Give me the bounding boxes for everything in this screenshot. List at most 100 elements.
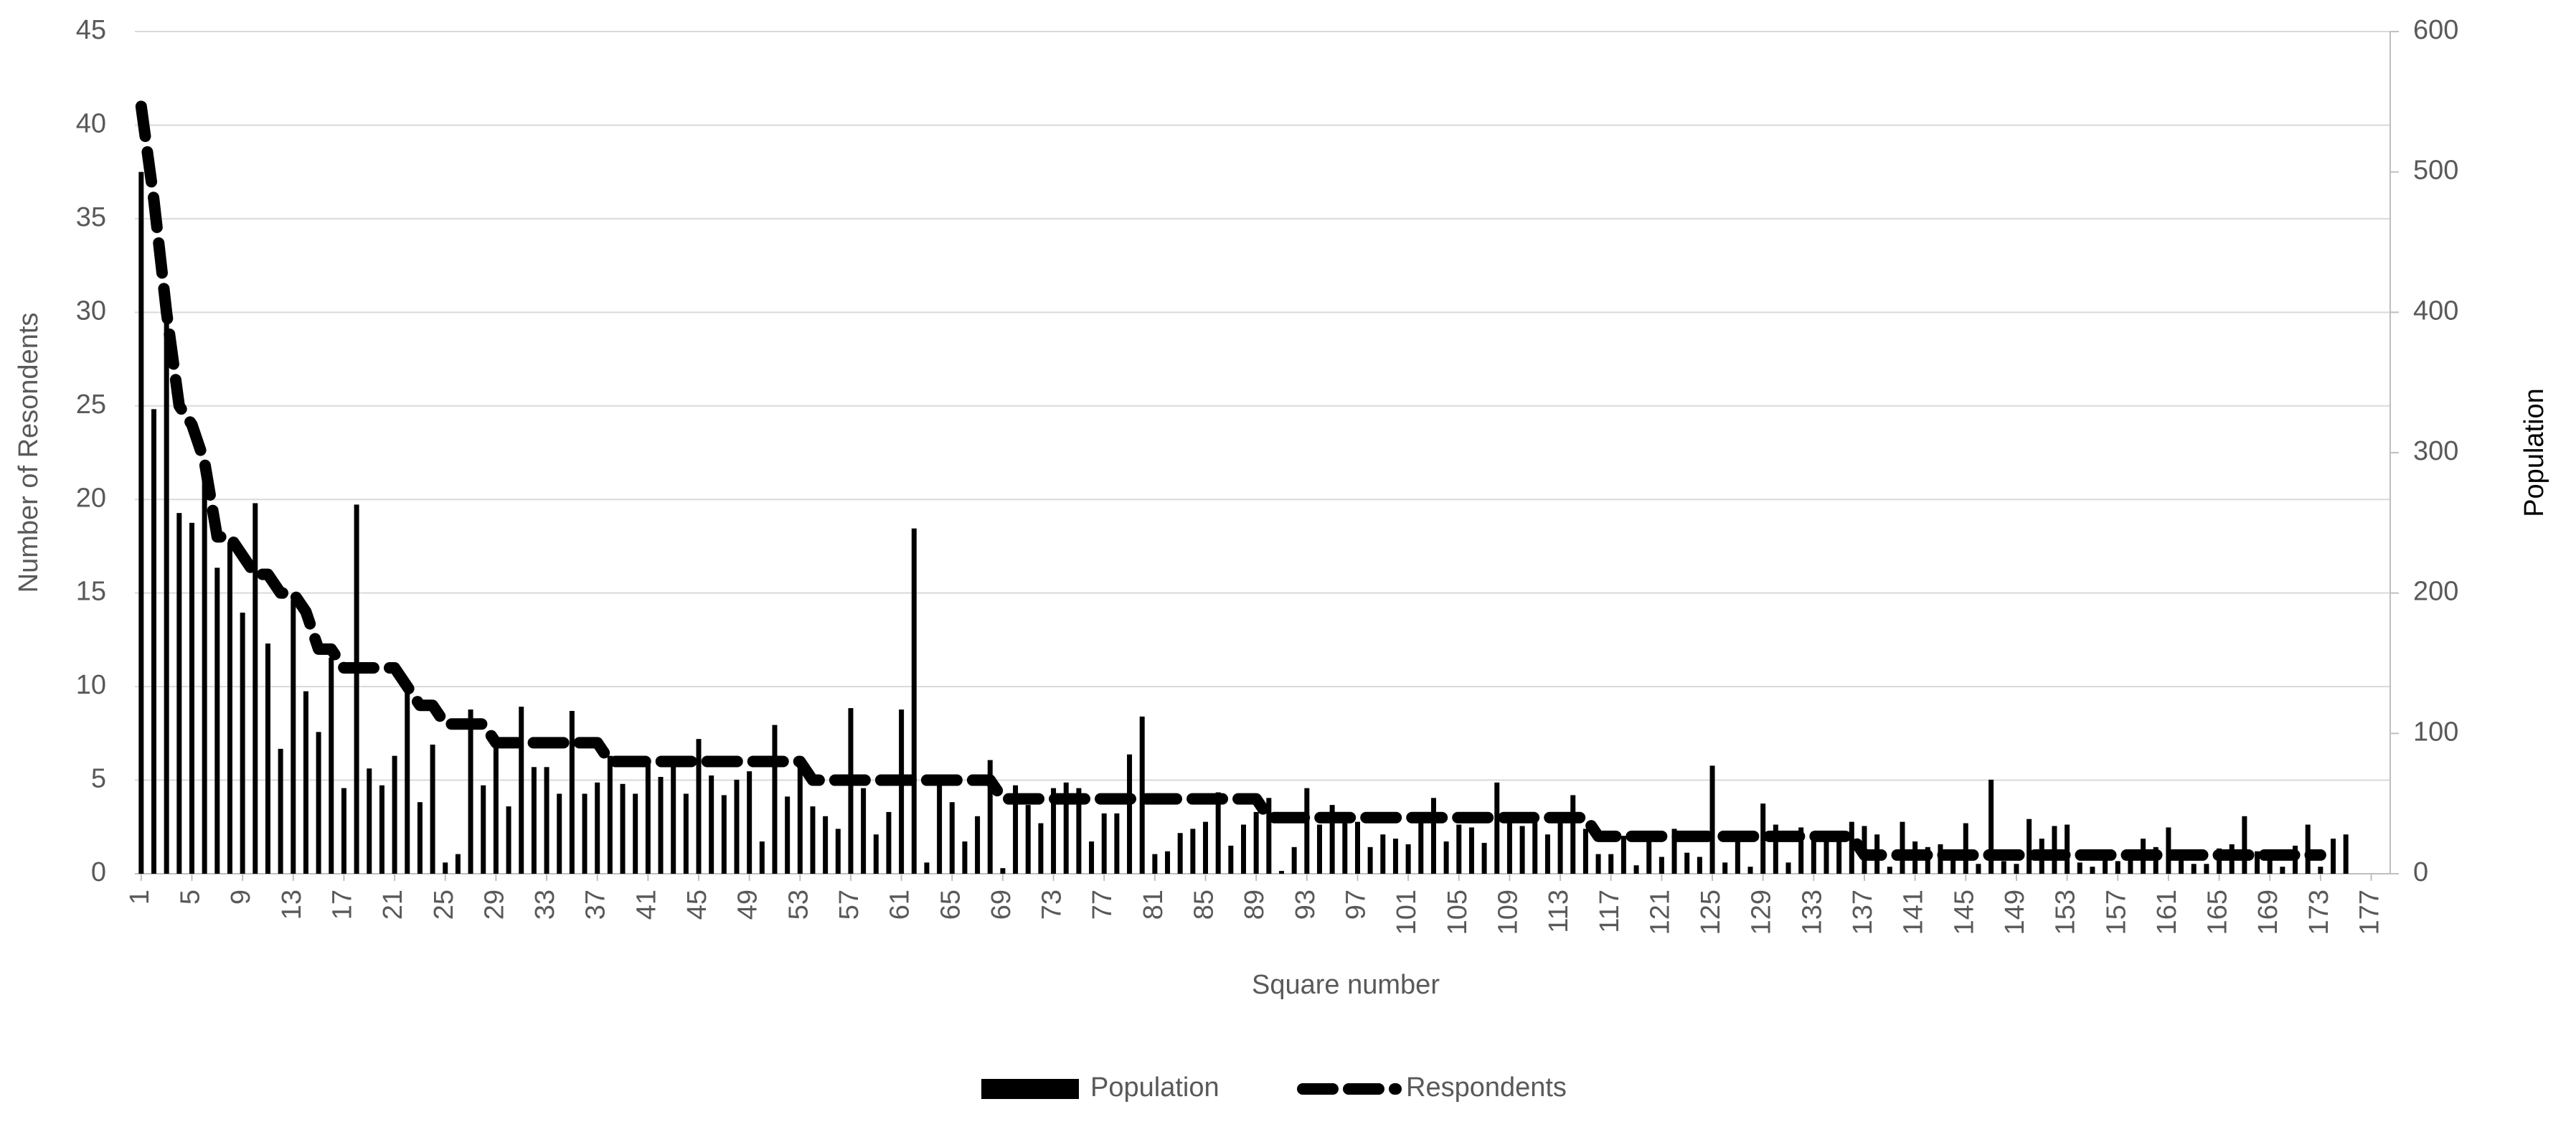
bar (1101, 813, 1107, 874)
bar (1418, 821, 1424, 874)
bar (810, 806, 816, 874)
y-tick-label: 40 (76, 108, 106, 138)
x-tick-label: 169 (2253, 890, 2283, 935)
x-tick-label: 101 (1392, 890, 1422, 935)
x-tick-label: 177 (2355, 890, 2385, 935)
bar (493, 745, 499, 874)
bar (645, 764, 651, 874)
bar (2077, 862, 2082, 874)
bar (214, 567, 220, 874)
bar (1506, 821, 1512, 874)
bar (367, 768, 372, 874)
bar (1253, 811, 1259, 874)
y-tick-label: 0 (91, 857, 106, 887)
y2-axis-title: Population (2519, 388, 2549, 517)
bar (1798, 827, 1804, 874)
bar (1544, 834, 1550, 874)
bar (202, 476, 207, 874)
x-tick-label: 61 (885, 890, 915, 920)
bar (1684, 852, 1690, 874)
bar (151, 409, 156, 874)
bar (379, 785, 384, 874)
bar (1608, 854, 1614, 874)
bar (569, 711, 575, 874)
bar (861, 788, 867, 874)
x-tick-label: 149 (2000, 890, 2030, 935)
bar (1051, 788, 1057, 874)
bar (1722, 862, 1728, 874)
bar (2242, 816, 2247, 874)
bar (227, 542, 232, 874)
x-tick-label: 133 (1797, 890, 1827, 935)
bar (1025, 805, 1031, 874)
bar (1900, 821, 1905, 874)
y2-tick-label: 200 (2413, 577, 2458, 607)
y-tick-label: 25 (76, 390, 106, 420)
bar (2191, 864, 2197, 874)
x-tick-label: 85 (1189, 890, 1219, 920)
bar (721, 795, 727, 874)
bar (1633, 865, 1639, 874)
legend-label: Respondents (1406, 1072, 1567, 1103)
bar (2027, 819, 2032, 874)
bar (734, 779, 740, 874)
bar (341, 788, 346, 874)
x-tick-label: 109 (1493, 890, 1523, 935)
bar (1976, 864, 1981, 874)
bar (303, 691, 308, 874)
bar (620, 783, 626, 874)
bar (278, 748, 283, 874)
bar (1165, 851, 1171, 874)
bar (987, 760, 993, 874)
legend-swatch (981, 1079, 1079, 1099)
bar (873, 834, 879, 874)
bar (1291, 846, 1297, 874)
bar (1557, 817, 1563, 874)
bar (785, 796, 791, 874)
y-tick-label: 20 (76, 483, 106, 513)
x-tick-label: 69 (986, 890, 1016, 920)
bar (316, 732, 321, 874)
bar (164, 295, 169, 874)
bar (1582, 829, 1588, 874)
bar (1595, 854, 1601, 874)
bar (582, 793, 588, 874)
x-tick-label: 77 (1088, 890, 1118, 920)
bar (468, 709, 473, 874)
y-tick-label: 10 (76, 670, 106, 700)
bar (1950, 854, 1956, 874)
y2-tick-label: 300 (2413, 436, 2458, 466)
bar (1329, 805, 1335, 874)
x-tick-label: 105 (1443, 890, 1473, 935)
bar (975, 816, 981, 874)
bar (683, 793, 689, 874)
bar (1063, 782, 1069, 874)
bar (253, 503, 258, 874)
bar (1342, 817, 1348, 874)
bar (1443, 841, 1449, 874)
bar (1494, 782, 1500, 874)
bar (1152, 854, 1158, 874)
x-axis-title: Square number (1252, 970, 1440, 1000)
x-tick-label: 137 (1848, 890, 1878, 935)
x-tick-label: 113 (1544, 890, 1574, 933)
x-tick-label: 165 (2203, 890, 2233, 935)
bar (138, 171, 144, 874)
bar (2217, 848, 2222, 874)
y-tick-label: 30 (76, 296, 106, 326)
bar (2166, 827, 2171, 874)
bar (354, 504, 359, 874)
bar (1519, 826, 1525, 874)
bar (1076, 788, 1082, 874)
x-tick-label: 1 (125, 890, 155, 905)
bar (1038, 823, 1044, 874)
bar (1532, 817, 1538, 874)
line (135, 100, 2326, 861)
bar (443, 862, 448, 874)
bar (747, 771, 752, 874)
bar (595, 782, 600, 874)
x-tick-label: 173 (2304, 890, 2334, 935)
bar (1354, 821, 1360, 874)
bar (1481, 842, 1487, 874)
y2-tick-label: 100 (2413, 717, 2458, 747)
